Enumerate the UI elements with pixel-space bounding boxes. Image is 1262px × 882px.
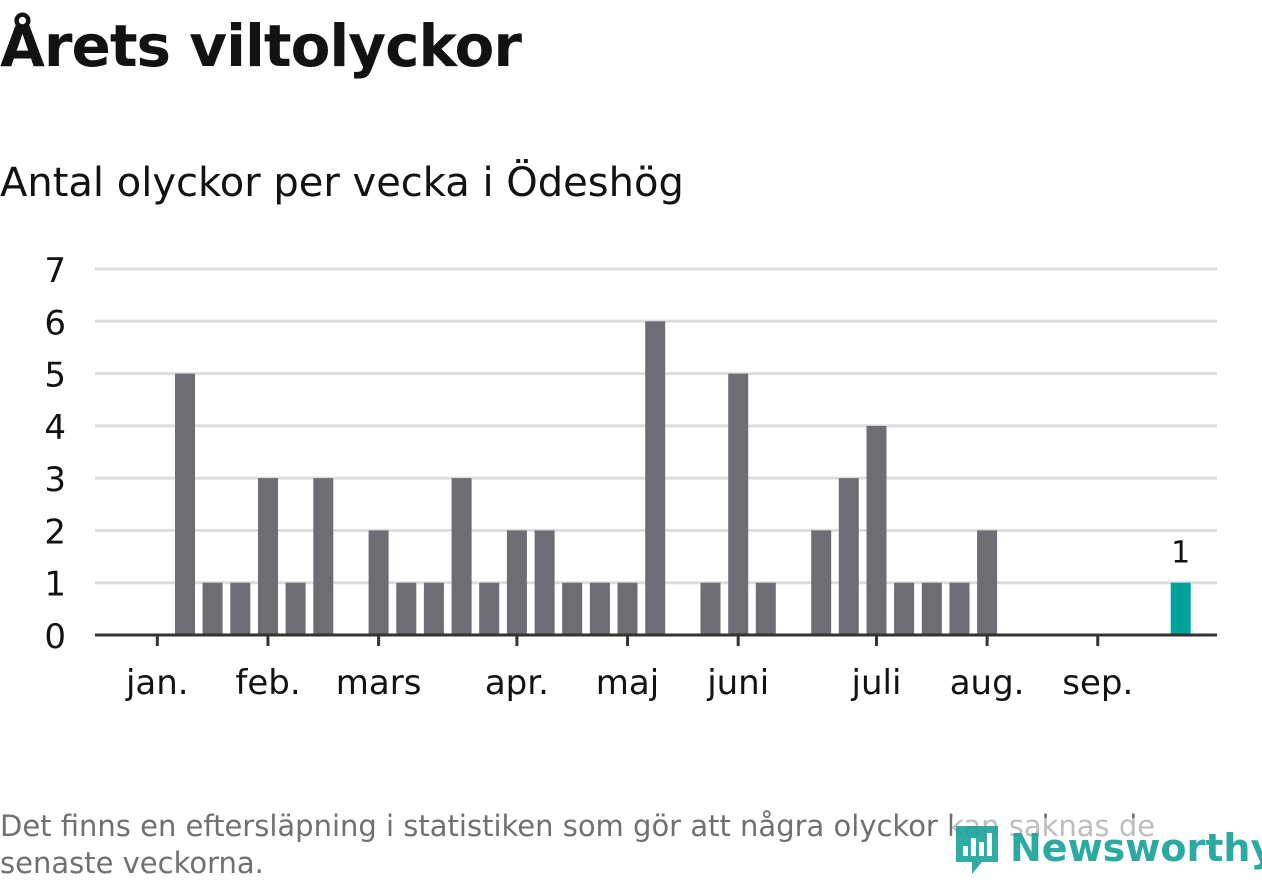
- bar: [258, 478, 278, 635]
- y-tick-label: 6: [44, 303, 66, 343]
- x-tick-label: jan.: [125, 663, 189, 703]
- bar: [368, 530, 389, 635]
- y-tick-label: 4: [44, 408, 66, 448]
- highlight-bar: [1170, 582, 1191, 635]
- bar: [534, 530, 555, 635]
- x-tick-label: maj: [596, 663, 659, 703]
- y-tick-label: 1: [44, 565, 66, 605]
- bar: [645, 321, 666, 635]
- x-axis: [95, 633, 1217, 646]
- x-tick-label: sep.: [1062, 663, 1133, 703]
- chart-subtitle: Antal olyckor per vecka i Ödeshög: [0, 160, 684, 206]
- y-tick-label: 0: [44, 617, 66, 657]
- bar: [285, 582, 306, 635]
- bar: [202, 582, 223, 635]
- data-label: 1: [1171, 536, 1190, 571]
- bar: [506, 530, 527, 635]
- y-tick-label: 5: [44, 356, 66, 396]
- x-tick-label: apr.: [485, 663, 549, 703]
- bar: [811, 530, 832, 635]
- x-tick-label: feb.: [235, 663, 300, 703]
- x-tick-label: juli: [851, 663, 902, 703]
- brand-logo: Newsworthy: [952, 818, 1262, 878]
- bar: [894, 582, 915, 635]
- bar: [728, 373, 749, 635]
- y-tick-label: 3: [44, 460, 66, 500]
- y-tick-label: 7: [44, 251, 66, 291]
- y-tick-label: 2: [44, 512, 66, 552]
- x-tick-label: aug.: [950, 663, 1025, 703]
- bar: [866, 425, 887, 635]
- bars: 1: [175, 321, 1191, 635]
- bar: [700, 582, 721, 635]
- bar: [423, 582, 444, 635]
- bar-chart: 0 1 2 3 4 5 6 7 1 jan. feb. mars apr. maj juni juli au…: [44, 251, 1217, 703]
- bar: [921, 582, 942, 635]
- bar: [755, 582, 776, 635]
- chart-title: Årets viltolyckor: [0, 12, 522, 80]
- bar: [396, 582, 417, 635]
- y-axis-labels: 0 1 2 3 4 5 6 7: [44, 251, 66, 657]
- bar: [838, 478, 859, 635]
- bar: [977, 530, 998, 635]
- x-tick-label: mars: [336, 663, 422, 703]
- bar: [230, 582, 251, 635]
- x-tick-label: juni: [706, 663, 769, 703]
- bar: [562, 582, 583, 635]
- bar: [617, 582, 638, 635]
- bar: [451, 478, 472, 635]
- bar: [479, 582, 500, 635]
- bar: [175, 373, 195, 635]
- brand-name: Newsworthy: [1010, 826, 1262, 870]
- bar: [589, 582, 610, 635]
- x-axis-labels: jan. feb. mars apr. maj juni juli aug. sep.: [125, 663, 1133, 703]
- bar: [949, 582, 970, 635]
- bar: [313, 478, 334, 635]
- bar-chart-logo-icon: [956, 826, 998, 874]
